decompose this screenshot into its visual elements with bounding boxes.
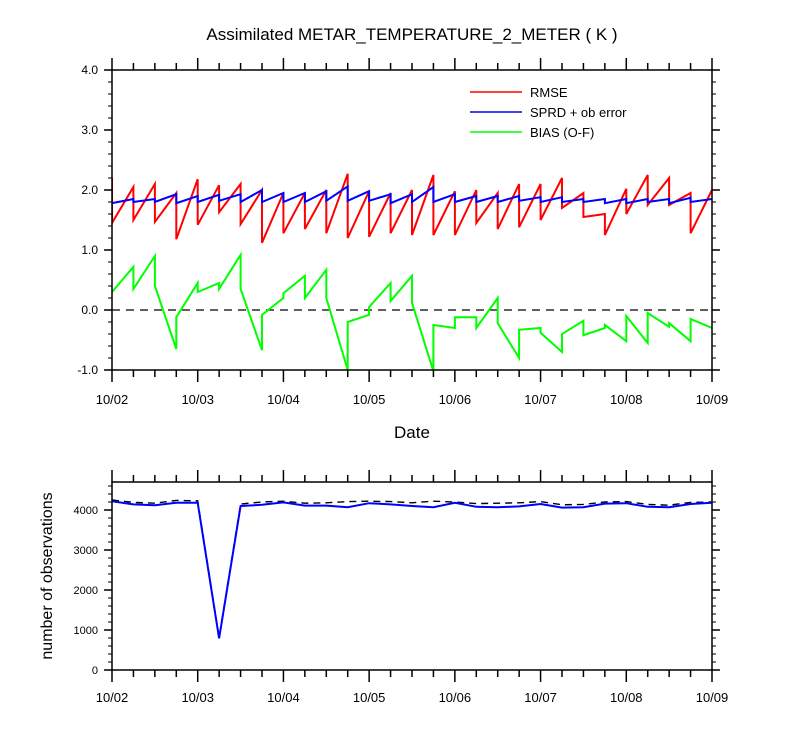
- chart-title: Assimilated METAR_TEMPERATURE_2_METER ( …: [206, 25, 617, 44]
- top-panel: 10/02 10/03 10/04 10/05 10/06 10/07 10/08 10/09…: [77, 58, 728, 442]
- bottom-y-tick-label: 0: [92, 665, 98, 677]
- top-y-tick-label: 0.0: [81, 303, 98, 317]
- top-x-tick-label: 10/08: [610, 392, 643, 407]
- top-x-tick-label: 10/07: [524, 392, 557, 407]
- bottom-y-tick-label: 1000: [74, 625, 98, 637]
- bottom-y-tick-label: 2000: [74, 585, 98, 597]
- bottom-x-tick-label: 10/09: [696, 690, 729, 705]
- top-x-tick-label: 10/02: [96, 392, 129, 407]
- top-series-rmse: [112, 173, 712, 244]
- bottom-x-tick-label: 10/05: [353, 690, 386, 705]
- bottom-series-group: [112, 499, 712, 639]
- top-series-sprd-ob-error: [112, 184, 712, 205]
- legend-label-rmse: RMSE: [530, 85, 568, 100]
- bottom-x-tick-label: 10/07: [524, 690, 557, 705]
- bottom-x-tick-label: 10/03: [181, 690, 214, 705]
- top-x-tick-label: 10/09: [696, 392, 729, 407]
- top-axes: 10/02 10/03 10/04 10/05 10/06 10/07 10/08 10/09…: [77, 58, 728, 407]
- bottom-axes: 10/02 10/03 10/04 10/05 10/06 10/07 10/08 10/09…: [74, 470, 729, 705]
- legend-label-bias: BIAS (O-F): [530, 125, 594, 140]
- y-axis-label-observations: number of observations: [39, 492, 56, 659]
- bottom-y-tick-label: 3000: [74, 545, 98, 557]
- top-series-bias-o-f: [112, 251, 712, 370]
- top-x-tick-label: 10/06: [439, 392, 472, 407]
- bottom-plot-frame: [111, 481, 713, 671]
- bottom-y-tick-label: 4000: [74, 505, 98, 517]
- bottom-x-tick-label: 10/06: [439, 690, 472, 705]
- top-y-tick-label: -1.0: [77, 363, 98, 377]
- top-x-tick-label: 10/03: [181, 392, 214, 407]
- top-y-tick-label: 1.0: [81, 243, 98, 257]
- top-plot-frame: [111, 69, 713, 371]
- bottom-series-possible: [112, 499, 712, 638]
- bottom-x-tick-label: 10/04: [267, 690, 300, 705]
- bottom-series-assimilated: [112, 500, 712, 639]
- bottom-x-tick-label: 10/08: [610, 690, 643, 705]
- top-y-tick-label: 3.0: [81, 123, 98, 137]
- bottom-x-tick-label: 10/02: [96, 690, 129, 705]
- top-x-tick-label: 10/05: [353, 392, 386, 407]
- top-y-tick-label: 2.0: [81, 183, 98, 197]
- top-y-tick-label: 4.0: [81, 63, 98, 77]
- bottom-panel: 10/02 10/03 10/04 10/05 10/06 10/07 10/08 10/09…: [39, 470, 728, 705]
- legend-label-sprd: SPRD + ob error: [530, 105, 627, 120]
- top-series-group: [112, 173, 712, 370]
- top-x-tick-label: 10/04: [267, 392, 300, 407]
- x-axis-label: Date: [394, 423, 430, 442]
- legend: RMSE SPRD + ob error BIAS (O-F): [470, 85, 627, 140]
